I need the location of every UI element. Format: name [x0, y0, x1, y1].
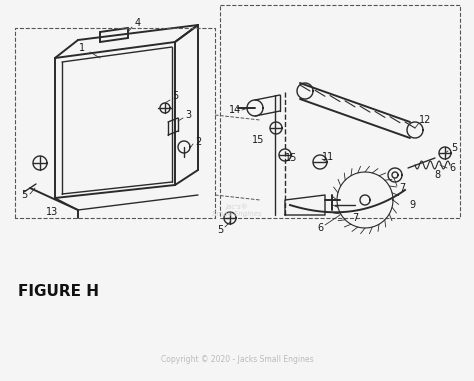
Text: 6: 6	[449, 163, 455, 173]
Text: 9: 9	[409, 200, 415, 210]
Text: 7: 7	[399, 183, 405, 193]
Text: 4: 4	[135, 18, 141, 28]
Text: 5: 5	[172, 91, 178, 101]
Text: 5: 5	[451, 143, 457, 153]
Text: 6: 6	[317, 223, 323, 233]
Text: 5: 5	[21, 190, 27, 200]
Text: 14: 14	[229, 105, 241, 115]
Text: 15: 15	[285, 153, 297, 163]
Text: 3: 3	[185, 110, 191, 120]
Text: FIGURE H: FIGURE H	[18, 285, 99, 299]
Text: 1: 1	[79, 43, 85, 53]
Text: 13: 13	[46, 207, 58, 217]
Text: 2: 2	[195, 137, 201, 147]
Text: 5: 5	[217, 225, 223, 235]
Text: 7: 7	[352, 213, 358, 223]
Text: Copyright © 2020 - Jacks Small Engines: Copyright © 2020 - Jacks Small Engines	[161, 355, 313, 365]
Text: 11: 11	[322, 152, 334, 162]
Text: 8: 8	[434, 170, 440, 180]
Text: 15: 15	[252, 135, 264, 145]
Text: Jac's®
Small Engines: Jac's® Small Engines	[212, 203, 262, 217]
Text: 12: 12	[419, 115, 431, 125]
